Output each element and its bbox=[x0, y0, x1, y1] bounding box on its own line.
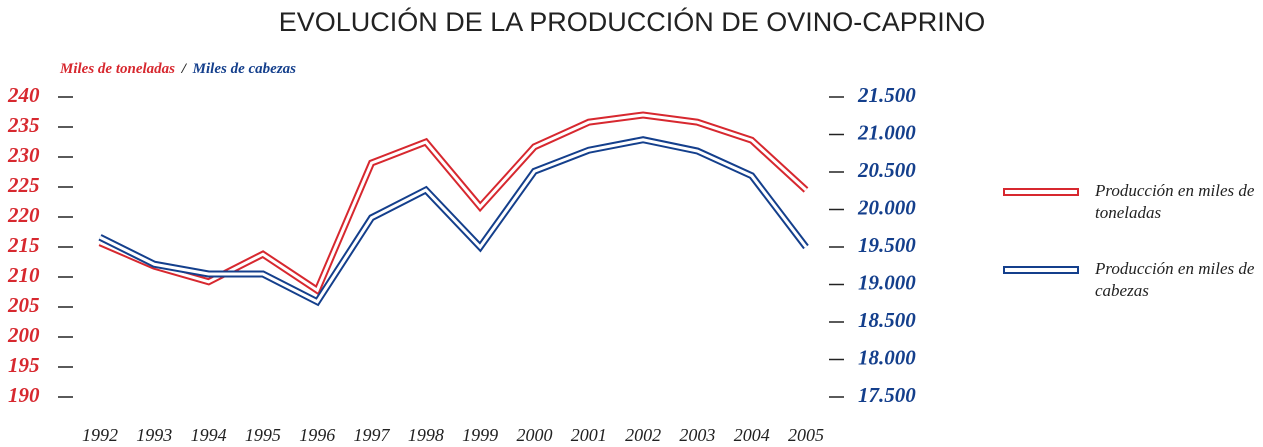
legend-swatch bbox=[1003, 266, 1079, 274]
x-tick-label: 1993 bbox=[136, 425, 172, 445]
y2-axis-label: Miles de cabezas bbox=[192, 61, 296, 77]
y-axis-label: Miles de toneladas bbox=[59, 61, 175, 77]
legend-label: Producción en miles de cabezas bbox=[1095, 259, 1255, 300]
chart-title: EVOLUCIÓN DE LA PRODUCCIÓN DE OVINO-CAPR… bbox=[279, 6, 986, 37]
x-tick-label: 1994 bbox=[191, 425, 227, 445]
axis-labels: Miles de toneladas / Miles de cabezas bbox=[59, 61, 296, 77]
y2-tick-label: 18.500 bbox=[858, 308, 916, 332]
y-tick-label: 215 bbox=[7, 233, 40, 257]
y-tick-label: 220 bbox=[7, 203, 40, 227]
y-tick-label: 195 bbox=[8, 353, 40, 377]
x-tick-label: 2005 bbox=[788, 425, 824, 445]
y-tick-label: 205 bbox=[7, 293, 40, 317]
y-tick-label: 240 bbox=[7, 83, 40, 107]
x-tick-label: 2000 bbox=[516, 425, 552, 445]
separator: / bbox=[181, 61, 188, 77]
legend-label: Producción en miles de toneladas bbox=[1095, 181, 1255, 222]
y2-tick-label: 17.500 bbox=[858, 383, 916, 407]
x-tick-label: 1997 bbox=[354, 425, 391, 445]
y2-tick-label: 21.000 bbox=[857, 120, 916, 144]
x-tick-label: 2004 bbox=[734, 425, 770, 445]
y-tick-label: 230 bbox=[7, 143, 40, 167]
series-line bbox=[98, 111, 809, 296]
x-tick-label: 1996 bbox=[299, 425, 335, 445]
x-tick-label: 1992 bbox=[82, 425, 118, 445]
series-line-inner bbox=[99, 138, 808, 304]
y2-tick-label: 20.500 bbox=[857, 158, 916, 182]
y2-tick-label: 19.000 bbox=[858, 270, 916, 294]
x-tick-label: 1998 bbox=[408, 425, 444, 445]
y-tick-label: 200 bbox=[7, 323, 40, 347]
y-tick-label: 190 bbox=[8, 383, 40, 407]
y2-tick-label: 18.000 bbox=[858, 345, 916, 369]
y2-tick-label: 19.500 bbox=[858, 233, 916, 257]
x-tick-label: 1999 bbox=[462, 425, 498, 445]
y2-tick-label: 20.000 bbox=[857, 195, 916, 219]
y2-tick-label: 21.500 bbox=[857, 83, 916, 107]
legend-swatch bbox=[1003, 188, 1079, 196]
series-line-inner bbox=[99, 113, 808, 293]
x-tick-label: 2002 bbox=[625, 425, 661, 445]
y-tick-label: 225 bbox=[7, 173, 40, 197]
y-tick-label: 235 bbox=[7, 113, 40, 137]
x-tick-label: 2003 bbox=[679, 425, 715, 445]
y-tick-label: 210 bbox=[7, 263, 40, 287]
x-tick-label: 2001 bbox=[571, 425, 607, 445]
x-tick-label: 1995 bbox=[245, 425, 281, 445]
